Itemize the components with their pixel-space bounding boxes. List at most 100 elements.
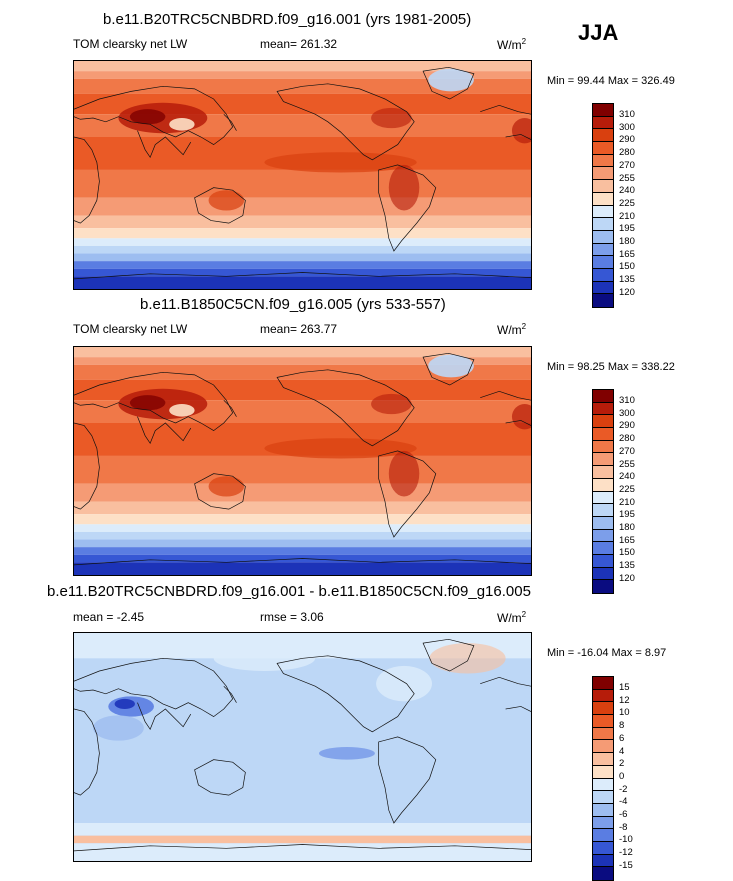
colorbar-swatch <box>593 803 613 817</box>
colorbar-swatch <box>593 829 613 842</box>
colorbar-tick-label: 10 <box>619 707 630 719</box>
colorbar-swatch <box>593 167 613 181</box>
panel-3-colorbar-labels: 15 12 10 8 6 4 2 0 -2 -4 -6 -8 -10 -12 -15 <box>619 682 633 873</box>
colorbar-swatch <box>593 491 613 505</box>
colorbar-swatch <box>593 516 613 530</box>
panel-1-units: W/m2 <box>497 37 527 52</box>
panel-2-variable-label: TOM clearsky net LW <box>73 322 188 336</box>
panel-3-minmax: Min = -16.04 Max = 8.97 <box>547 647 667 659</box>
colorbar-swatch <box>593 791 613 804</box>
panel-1-minmax: Min = 99.44 Max = 326.49 <box>547 75 675 87</box>
panel-2-colorbar-labels: 310 300 290 280 270 255 240 225 210 195 180 165 150 1… <box>619 395 635 586</box>
colorbar-swatch <box>593 402 613 416</box>
panel-1-colorbar-labels: 310 300 290 280 270 255 240 225 210 195 180 165 150 1… <box>619 109 635 300</box>
panel-2-minmax: Min = 98.25 Max = 338.22 <box>547 361 675 373</box>
colorbar-swatch <box>593 116 613 130</box>
colorbar-tick-label: 210 <box>619 210 635 222</box>
colorbar-swatch <box>593 504 613 517</box>
colorbar-swatch <box>593 867 613 880</box>
colorbar-tick-label: 6 <box>619 732 625 744</box>
colorbar-tick-label: 270 <box>619 445 635 457</box>
colorbar-swatch <box>593 778 613 792</box>
colorbar-tick-label: 120 <box>619 572 635 584</box>
colorbar-swatch <box>593 715 613 728</box>
colorbar-swatch <box>593 230 613 244</box>
colorbar-tick-label: 165 <box>619 248 635 260</box>
colorbar-swatch <box>593 192 613 206</box>
colorbar-swatch <box>593 129 613 143</box>
colorbar-tick-label: 150 <box>619 261 635 273</box>
colorbar-tick-label: -6 <box>619 809 628 821</box>
colorbar-swatch <box>593 281 613 295</box>
colorbar-tick-label: 2 <box>619 758 625 770</box>
panel-2-mean-label: mean= 263.77 <box>260 322 338 336</box>
colorbar-tick-label: 0 <box>619 770 625 782</box>
colorbar-swatch <box>593 390 613 403</box>
colorbar-tick-label: 300 <box>619 407 635 419</box>
colorbar-swatch <box>593 689 613 703</box>
colorbar-swatch <box>593 180 613 193</box>
colorbar-tick-label: 290 <box>619 134 635 146</box>
colorbar-swatch <box>593 256 613 269</box>
colorbar-tick-label: 135 <box>619 560 635 572</box>
colorbar-tick-label: 180 <box>619 236 635 248</box>
panel-2-colorbar <box>592 389 614 594</box>
panel-3-units: W/m2 <box>497 610 527 625</box>
colorbar-swatch <box>593 702 613 716</box>
colorbar-swatch <box>593 478 613 492</box>
colorbar-tick-label: 280 <box>619 147 635 159</box>
colorbar-tick-label: 210 <box>619 496 635 508</box>
colorbar-tick-label: -2 <box>619 783 628 795</box>
colorbar-tick-label: 240 <box>619 185 635 197</box>
colorbar-swatch <box>593 428 613 441</box>
colorbar-tick-label: 12 <box>619 694 630 706</box>
panel-3-title: b.e11.B20TRC5CNBDRD.f09_g16.001 - b.e11.… <box>47 583 531 600</box>
colorbar-swatch <box>593 841 613 855</box>
colorbar-swatch <box>593 154 613 168</box>
colorbar-swatch <box>593 466 613 479</box>
colorbar-swatch <box>593 218 613 231</box>
colorbar-tick-label: 300 <box>619 121 635 133</box>
colorbar-swatch <box>593 453 613 467</box>
colorbar-tick-label: 165 <box>619 534 635 546</box>
panel-3-map <box>73 632 532 862</box>
panel-2-units: W/m2 <box>497 322 527 337</box>
colorbar-swatch <box>593 205 613 219</box>
colorbar-swatch <box>593 542 613 555</box>
panel-1-colorbar <box>592 103 614 308</box>
panel-1-title: b.e11.B20TRC5CNBDRD.f09_g16.001 (yrs 198… <box>103 11 472 28</box>
colorbar-tick-label: 270 <box>619 159 635 171</box>
colorbar-swatch <box>593 740 613 754</box>
colorbar-swatch <box>593 142 613 155</box>
colorbar-tick-label: 240 <box>619 471 635 483</box>
panel-1-variable-label: TOM clearsky net LW <box>73 37 188 51</box>
colorbar-tick-label: -15 <box>619 859 633 871</box>
panel-3-colorbar <box>592 676 614 881</box>
colorbar-tick-label: 310 <box>619 395 635 406</box>
panel-3-rmse-label: rmse = 3.06 <box>260 610 324 624</box>
colorbar-tick-label: 310 <box>619 109 635 120</box>
colorbar-swatch <box>593 677 613 690</box>
panel-1-mean-label: mean= 261.32 <box>260 37 338 51</box>
colorbar-tick-label: 15 <box>619 682 630 693</box>
colorbar-swatch <box>593 294 613 307</box>
colorbar-tick-label: 195 <box>619 223 635 235</box>
colorbar-swatch <box>593 104 613 117</box>
colorbar-tick-label: 290 <box>619 420 635 432</box>
colorbar-tick-label: 195 <box>619 509 635 521</box>
colorbar-tick-label: 135 <box>619 274 635 286</box>
colorbar-tick-label: 4 <box>619 745 625 757</box>
colorbar-swatch <box>593 753 613 766</box>
panel-2-title: b.e11.B1850C5CN.f09_g16.005 (yrs 533-557… <box>140 296 446 313</box>
colorbar-tick-label: 8 <box>619 720 625 732</box>
colorbar-tick-label: -12 <box>619 847 633 859</box>
season-label: JJA <box>578 20 619 45</box>
colorbar-tick-label: 255 <box>619 172 635 184</box>
colorbar-tick-label: -10 <box>619 834 633 846</box>
colorbar-swatch <box>593 268 613 282</box>
colorbar-tick-label: 120 <box>619 286 635 298</box>
colorbar-tick-label: 255 <box>619 458 635 470</box>
colorbar-tick-label: 150 <box>619 547 635 559</box>
colorbar-swatch <box>593 580 613 593</box>
colorbar-tick-label: -4 <box>619 796 628 808</box>
